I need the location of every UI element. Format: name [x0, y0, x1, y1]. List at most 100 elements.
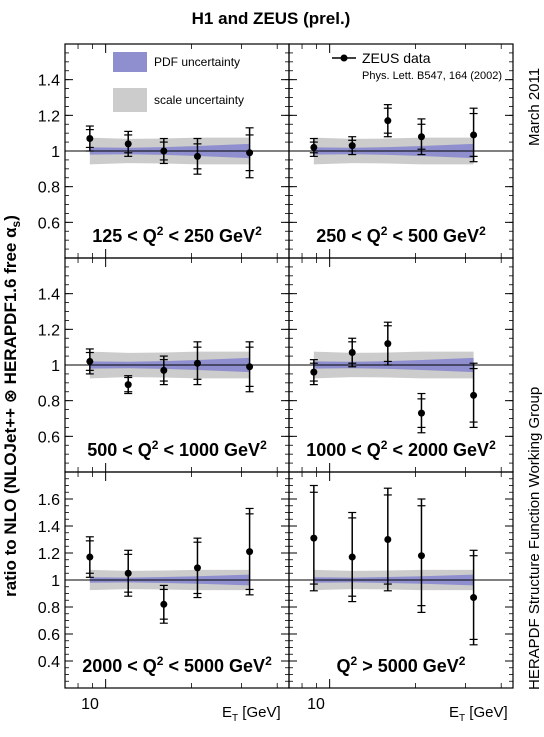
y-tick-label: 1	[51, 573, 60, 590]
y-tick-label: 0.6	[38, 429, 60, 446]
y-tick-label: 1	[51, 144, 60, 161]
q2-label-text: > 5000 GeV	[357, 656, 459, 676]
q2-label-text: 1000 < Q	[306, 440, 381, 460]
legend-pdf-label: PDF uncertainty	[154, 55, 240, 69]
data-point	[470, 594, 478, 602]
legend-data-marker	[340, 54, 348, 62]
panel-middle-right: 1000 < Q2 < 2000 GeV2	[288, 257, 514, 473]
data-point	[86, 135, 94, 143]
working-group-annotation: HERAPDF Structure Function Working Group	[526, 387, 543, 690]
q2-label-superscript: 2	[381, 224, 388, 238]
q2-label-text: < 5000 GeV	[163, 656, 265, 676]
legend-scale: scale uncertainty	[113, 88, 244, 112]
q2-label-text: < 500 GeV	[387, 226, 479, 246]
data-point	[160, 600, 168, 608]
data-point	[160, 147, 168, 155]
data-point	[124, 381, 132, 389]
legend-data-label: ZEUS data	[362, 50, 431, 66]
data-point	[348, 142, 356, 150]
q2-label-superscript: 2	[381, 438, 388, 452]
data-point	[348, 553, 356, 561]
y-tick-label: 1.2	[38, 322, 60, 339]
q2-label-text: 125 < Q	[92, 226, 157, 246]
y-axis-label-sub: s	[9, 220, 23, 227]
y-tick-label: 1.4	[38, 519, 60, 536]
q2-label-text: < 250 GeV	[163, 226, 255, 246]
y-axis-label-close: )	[1, 215, 20, 221]
data-point	[470, 391, 478, 399]
q2-label-text: < 2000 GeV	[387, 440, 489, 460]
q2-label-superscript: 2	[351, 654, 358, 668]
data-point	[384, 536, 392, 543]
q2-range-label: 125 < Q2 < 250 GeV2	[92, 224, 262, 246]
data-point	[470, 131, 478, 139]
q2-label-superscript: 2	[479, 224, 486, 238]
y-tick-label: 0.6	[38, 627, 60, 644]
x-axis-label-left-main: E	[222, 704, 232, 721]
legend-data: ZEUS data Phys. Lett. B547, 164 (2002)	[332, 50, 502, 82]
y-tick-label: 0.8	[38, 600, 60, 617]
q2-label-text: < 1000 GeV	[158, 440, 260, 460]
q2-range-label: 500 < Q2 < 1000 GeV2	[87, 438, 267, 460]
y-tick-label: 1	[51, 358, 60, 375]
q2-label-superscript: 2	[152, 438, 159, 452]
data-point	[310, 143, 318, 151]
q2-label-superscript: 2	[260, 438, 267, 452]
q2-label-text: Q	[337, 656, 351, 676]
x-axis-label-right: ET [GeV]	[449, 704, 508, 724]
y-tick-label: 1.2	[38, 108, 60, 125]
data-point	[193, 359, 201, 367]
y-tick-label: 1.4	[38, 73, 60, 90]
y-axis-label-main: ratio to NLO (NLOJet++ ⊗ HERAPDF1.6 free…	[1, 227, 20, 597]
data-point	[310, 534, 318, 542]
q2-label-text: 2000 < Q	[82, 656, 157, 676]
data-point	[246, 149, 254, 157]
data-point	[417, 552, 425, 560]
data-point	[124, 140, 132, 148]
q2-label-text: 500 < Q	[87, 440, 152, 460]
data-point	[417, 409, 425, 417]
data-point	[384, 340, 392, 348]
figure-title: H1 and ZEUS (prel.)	[192, 9, 351, 28]
data-point	[86, 357, 94, 365]
date-annotation: March 2011	[526, 68, 543, 146]
y-tick-label: 1.6	[38, 492, 60, 509]
data-point	[246, 363, 254, 371]
data-point	[384, 117, 392, 125]
data-point	[160, 366, 168, 374]
x-axis-label-left-sub: T	[232, 713, 238, 724]
data-point	[417, 133, 425, 141]
data-point	[86, 553, 94, 561]
data-point	[193, 152, 201, 160]
q2-label-superscript: 2	[255, 224, 262, 238]
x-axis-label-right-main: E	[449, 704, 459, 721]
y-tick-label: 1.2	[38, 546, 60, 563]
panel-bottom-right: Q2 > 5000 GeV2	[288, 471, 514, 689]
x-axis-label-left: ET [GeV]	[222, 704, 281, 724]
data-point	[193, 564, 201, 572]
legend-pdf: PDF uncertainty	[113, 52, 240, 72]
y-axis-label: ratio to NLO (NLOJet++ ⊗ HERAPDF1.6 free…	[1, 215, 23, 597]
q2-label-superscript: 2	[265, 654, 272, 668]
x-tick-label-right: 10	[307, 696, 325, 713]
y-tick-label: 0.6	[38, 215, 60, 232]
data-point	[348, 349, 356, 357]
x-axis-label-right-sub: T	[459, 713, 465, 724]
legend-pdf-swatch	[113, 52, 147, 72]
y-tick-label: 0.8	[38, 394, 60, 411]
q2-label-superscript: 2	[157, 654, 164, 668]
q2-range-label: Q2 > 5000 GeV2	[337, 654, 466, 676]
x-tick-label-left: 10	[81, 696, 99, 713]
q2-range-label: 250 < Q2 < 500 GeV2	[316, 224, 486, 246]
q2-label-text: 250 < Q	[316, 226, 381, 246]
y-tick-label: 1.4	[38, 287, 60, 304]
x-axis-label-right-unit: [GeV]	[465, 704, 508, 721]
data-point	[310, 368, 318, 376]
legend-scale-label: scale uncertainty	[154, 93, 244, 107]
y-tick-label: 0.4	[38, 654, 60, 671]
